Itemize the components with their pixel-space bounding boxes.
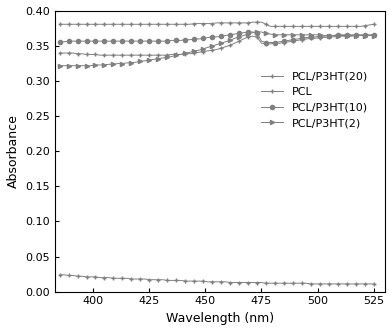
- Line: PCL/P3HT(2): PCL/P3HT(2): [58, 30, 376, 68]
- PCL: [214, 47, 219, 51]
- PCL/P3HT(2): [57, 64, 62, 68]
- PCL: [299, 38, 304, 42]
- PCL/P3HT(2): [358, 34, 363, 38]
- PCL/P3HT(10): [66, 39, 71, 43]
- PCL/P3HT(20): [371, 22, 376, 26]
- PCL: [358, 34, 363, 38]
- PCL/P3HT(2): [255, 30, 260, 34]
- PCL/P3HT(20): [362, 24, 367, 28]
- PCL/P3HT(2): [299, 33, 304, 37]
- PCL/P3HT(10): [246, 30, 250, 34]
- X-axis label: Wavelength (nm): Wavelength (nm): [166, 312, 274, 325]
- PCL/P3HT(2): [147, 58, 152, 62]
- PCL: [66, 51, 71, 55]
- Line: PCL/P3HT(20): PCL/P3HT(20): [58, 20, 376, 29]
- PCL/P3HT(20): [66, 22, 71, 26]
- Line: PCL: PCL: [58, 33, 376, 57]
- PCL/P3HT(10): [57, 40, 62, 44]
- PCL/P3HT(10): [349, 33, 354, 37]
- PCL/P3HT(2): [371, 34, 376, 38]
- PCL/P3HT(10): [263, 41, 268, 44]
- PCL/P3HT(20): [102, 22, 107, 26]
- PCL/P3HT(2): [210, 44, 214, 48]
- PCL: [151, 53, 156, 57]
- PCL/P3HT(20): [57, 22, 62, 26]
- PCL/P3HT(20): [246, 21, 250, 25]
- PCL: [57, 51, 62, 55]
- PCL/P3HT(20): [250, 20, 255, 24]
- PCL/P3HT(10): [250, 30, 255, 34]
- PCL: [371, 33, 376, 37]
- PCL/P3HT(20): [349, 24, 354, 28]
- PCL/P3HT(20): [210, 22, 214, 26]
- Y-axis label: Absorbance: Absorbance: [7, 114, 20, 188]
- PCL/P3HT(2): [246, 32, 250, 36]
- PCL/P3HT(20): [268, 24, 273, 28]
- PCL/P3HT(10): [210, 35, 214, 39]
- PCL/P3HT(10): [371, 33, 376, 37]
- PCL: [250, 34, 255, 38]
- PCL/P3HT(10): [102, 39, 107, 43]
- PCL/P3HT(10): [362, 33, 367, 37]
- Line: PCL/P3HT(10): PCL/P3HT(10): [58, 30, 376, 44]
- PCL: [98, 53, 102, 57]
- PCL/P3HT(2): [66, 64, 71, 68]
- Legend: PCL/P3HT(20), PCL, PCL/P3HT(10), PCL/P3HT(2): PCL/P3HT(20), PCL, PCL/P3HT(10), PCL/P3H…: [256, 67, 373, 132]
